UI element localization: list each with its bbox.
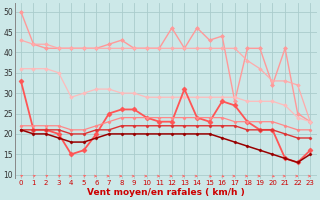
X-axis label: Vent moyen/en rafales ( km/h ): Vent moyen/en rafales ( km/h ) — [87, 188, 244, 197]
